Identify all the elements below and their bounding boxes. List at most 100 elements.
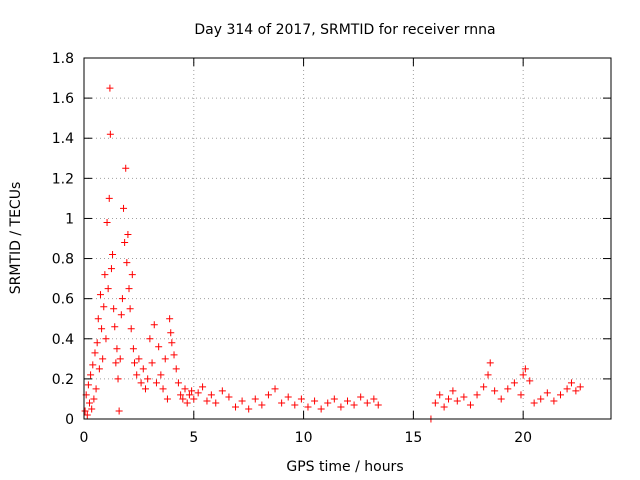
- data-point: [344, 397, 351, 405]
- data-point: [317, 405, 325, 413]
- data-point: [519, 371, 527, 379]
- data-point: [258, 401, 266, 409]
- data-point: [370, 395, 378, 403]
- data-point: [172, 365, 180, 373]
- data-point: [106, 84, 114, 92]
- data-point: [238, 397, 246, 405]
- y-tick-label: 0.6: [52, 292, 74, 308]
- data-point: [84, 381, 92, 389]
- data-point: [133, 371, 141, 379]
- data-point: [350, 401, 358, 409]
- data-point: [440, 403, 448, 411]
- data-point: [203, 397, 211, 405]
- data-point: [445, 395, 453, 403]
- data-point: [93, 339, 101, 347]
- data-point: [95, 365, 103, 373]
- data-point: [245, 405, 253, 413]
- grid-layer: [84, 58, 611, 419]
- data-point: [118, 295, 126, 303]
- data-point: [497, 395, 505, 403]
- data-point: [100, 303, 108, 311]
- data-point: [131, 359, 139, 367]
- data-point: [96, 291, 104, 299]
- y-tick-label: 0.2: [52, 372, 74, 388]
- data-point: [157, 371, 165, 379]
- data-point: [278, 399, 286, 407]
- data-point: [363, 399, 371, 407]
- data-point: [106, 130, 114, 138]
- data-point: [218, 387, 226, 395]
- y-tick-label: 1.8: [52, 51, 74, 67]
- data-point: [526, 377, 534, 385]
- data-point: [185, 391, 193, 399]
- data-point: [324, 399, 332, 407]
- data-point: [491, 387, 499, 395]
- data-point: [212, 399, 220, 407]
- data-point: [374, 401, 382, 409]
- data-point: [81, 407, 89, 415]
- data-point: [99, 355, 107, 363]
- data-point: [121, 239, 129, 247]
- data-point: [91, 349, 99, 357]
- data-point: [183, 399, 191, 407]
- data-point: [207, 391, 215, 399]
- data-point: [521, 365, 529, 373]
- data-point: [460, 393, 468, 401]
- data-point: [550, 397, 558, 405]
- data-point: [431, 399, 439, 407]
- data-point: [150, 321, 158, 329]
- data-point: [128, 271, 136, 279]
- chart-title: Day 314 of 2017, SRMTID for receiver rnn…: [194, 22, 495, 38]
- data-point: [92, 385, 100, 393]
- data-point: [181, 385, 189, 393]
- data-point: [124, 230, 132, 238]
- plot-frame: [83, 57, 612, 420]
- data-point: [135, 355, 143, 363]
- data-point: [163, 395, 171, 403]
- x-tick-label: 0: [80, 430, 89, 446]
- y-tick-label: 1.4: [52, 131, 74, 147]
- data-point: [167, 329, 175, 337]
- data-point: [83, 411, 91, 419]
- y-tick-label: 0.4: [52, 332, 74, 348]
- data-point: [225, 393, 233, 401]
- data-point: [111, 323, 119, 331]
- data-point: [449, 387, 457, 395]
- data-point: [194, 389, 202, 397]
- data-point: [337, 403, 345, 411]
- data-point: [137, 379, 145, 387]
- data-point: [480, 383, 488, 391]
- data-point: [453, 397, 461, 405]
- data-point: [199, 383, 207, 391]
- data-point: [127, 325, 135, 333]
- data-point: [530, 399, 538, 407]
- data-markers: [81, 84, 584, 423]
- data-point: [177, 391, 185, 399]
- data-point: [85, 399, 93, 407]
- data-point: [166, 315, 174, 323]
- data-point: [103, 218, 111, 226]
- data-point: [98, 325, 106, 333]
- data-point: [311, 397, 319, 405]
- data-point: [139, 365, 147, 373]
- data-point: [297, 395, 305, 403]
- data-point: [152, 379, 160, 387]
- data-point: [120, 204, 128, 212]
- data-point: [90, 395, 98, 403]
- data-point: [567, 379, 575, 387]
- data-point: [102, 335, 110, 343]
- y-tick-label: 1.2: [52, 171, 74, 187]
- data-point: [284, 393, 292, 401]
- data-point: [159, 385, 167, 393]
- data-point: [556, 391, 564, 399]
- data-point: [174, 379, 182, 387]
- data-point: [170, 351, 178, 359]
- data-point: [116, 355, 124, 363]
- data-point: [484, 371, 492, 379]
- data-point: [117, 311, 125, 319]
- data-point: [155, 343, 163, 351]
- data-point: [114, 375, 122, 383]
- data-point: [110, 305, 118, 313]
- data-point: [123, 259, 131, 267]
